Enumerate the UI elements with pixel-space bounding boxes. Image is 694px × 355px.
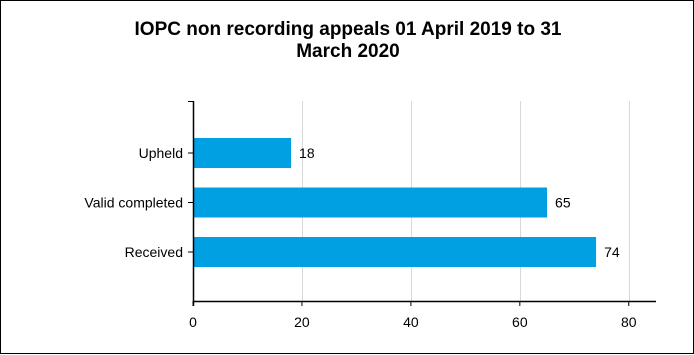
- x-tick-label-3: 60: [512, 314, 528, 330]
- category-label-1: Valid completed: [84, 195, 183, 211]
- data-label-0: 18: [299, 145, 315, 161]
- data-label-2: 74: [604, 244, 620, 260]
- category-label-2: Received: [125, 244, 183, 260]
- bar-1: [193, 187, 548, 218]
- chart-title: IOPC non recording appeals 01 April 2019…: [134, 19, 562, 62]
- x-tick-label-0: 0: [189, 314, 197, 330]
- bar-0: [193, 138, 292, 168]
- data-label-1: 65: [555, 195, 571, 211]
- x-tick-label-4: 80: [621, 314, 637, 330]
- x-tick-label-1: 20: [294, 314, 310, 330]
- x-tick-label-2: 40: [403, 314, 419, 330]
- category-label-0: Upheld: [139, 145, 183, 161]
- bar-2: [193, 237, 597, 267]
